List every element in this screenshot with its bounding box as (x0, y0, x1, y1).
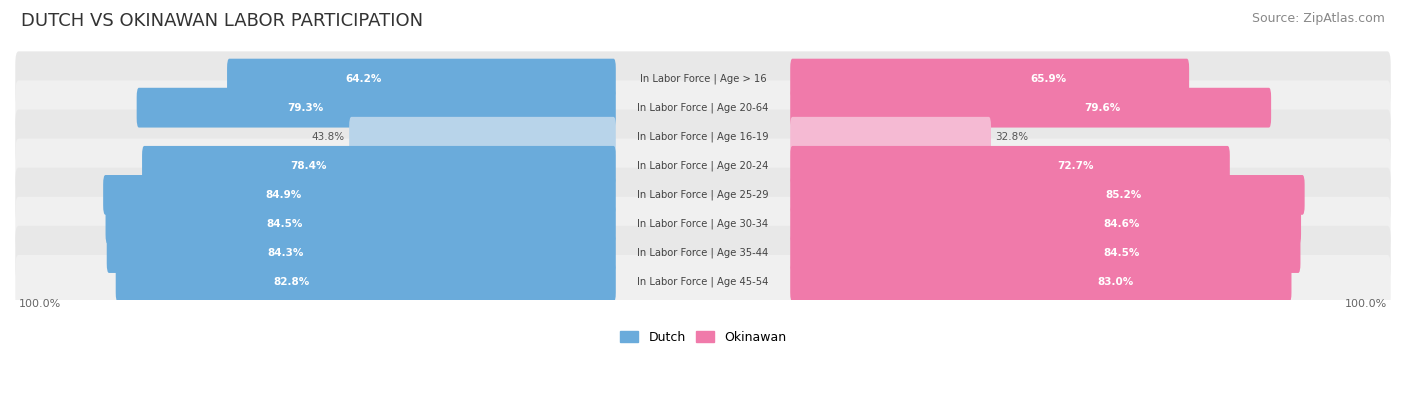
FancyBboxPatch shape (15, 197, 1391, 251)
FancyBboxPatch shape (790, 146, 1230, 186)
Text: In Labor Force | Age 30-34: In Labor Force | Age 30-34 (637, 219, 769, 229)
FancyBboxPatch shape (790, 117, 991, 157)
FancyBboxPatch shape (15, 226, 1391, 280)
Legend: Dutch, Okinawan: Dutch, Okinawan (614, 326, 792, 349)
Text: Source: ZipAtlas.com: Source: ZipAtlas.com (1251, 12, 1385, 25)
Text: In Labor Force | Age 16-19: In Labor Force | Age 16-19 (637, 132, 769, 142)
Text: 79.3%: 79.3% (287, 103, 323, 113)
FancyBboxPatch shape (103, 175, 616, 215)
FancyBboxPatch shape (790, 233, 1301, 273)
FancyBboxPatch shape (790, 175, 1305, 215)
Text: 82.8%: 82.8% (273, 277, 309, 287)
Text: In Labor Force | Age 25-29: In Labor Force | Age 25-29 (637, 190, 769, 200)
FancyBboxPatch shape (15, 109, 1391, 164)
FancyBboxPatch shape (15, 81, 1391, 135)
FancyBboxPatch shape (105, 204, 616, 244)
Text: 43.8%: 43.8% (311, 132, 344, 142)
FancyBboxPatch shape (15, 51, 1391, 106)
FancyBboxPatch shape (226, 59, 616, 98)
Text: 72.7%: 72.7% (1057, 161, 1094, 171)
Text: 84.6%: 84.6% (1104, 219, 1140, 229)
Text: 84.9%: 84.9% (266, 190, 301, 200)
Text: 64.2%: 64.2% (346, 73, 382, 84)
FancyBboxPatch shape (15, 139, 1391, 193)
FancyBboxPatch shape (15, 255, 1391, 309)
Text: DUTCH VS OKINAWAN LABOR PARTICIPATION: DUTCH VS OKINAWAN LABOR PARTICIPATION (21, 12, 423, 30)
Text: 79.6%: 79.6% (1084, 103, 1121, 113)
Text: 32.8%: 32.8% (995, 132, 1029, 142)
FancyBboxPatch shape (790, 204, 1301, 244)
FancyBboxPatch shape (790, 88, 1271, 128)
Text: 83.0%: 83.0% (1097, 277, 1133, 287)
Text: 100.0%: 100.0% (1346, 299, 1388, 309)
FancyBboxPatch shape (142, 146, 616, 186)
Text: 100.0%: 100.0% (18, 299, 60, 309)
FancyBboxPatch shape (790, 262, 1292, 302)
FancyBboxPatch shape (15, 168, 1391, 222)
FancyBboxPatch shape (107, 233, 616, 273)
Text: 84.3%: 84.3% (267, 248, 304, 258)
FancyBboxPatch shape (115, 262, 616, 302)
Text: In Labor Force | Age > 16: In Labor Force | Age > 16 (640, 73, 766, 84)
FancyBboxPatch shape (349, 117, 616, 157)
Text: In Labor Force | Age 20-24: In Labor Force | Age 20-24 (637, 161, 769, 171)
Text: 78.4%: 78.4% (290, 161, 326, 171)
Text: In Labor Force | Age 20-64: In Labor Force | Age 20-64 (637, 102, 769, 113)
Text: 85.2%: 85.2% (1105, 190, 1142, 200)
Text: 65.9%: 65.9% (1031, 73, 1067, 84)
Text: 84.5%: 84.5% (1104, 248, 1139, 258)
Text: 84.5%: 84.5% (267, 219, 302, 229)
FancyBboxPatch shape (136, 88, 616, 128)
Text: In Labor Force | Age 45-54: In Labor Force | Age 45-54 (637, 277, 769, 288)
FancyBboxPatch shape (790, 59, 1189, 98)
Text: In Labor Force | Age 35-44: In Labor Force | Age 35-44 (637, 248, 769, 258)
